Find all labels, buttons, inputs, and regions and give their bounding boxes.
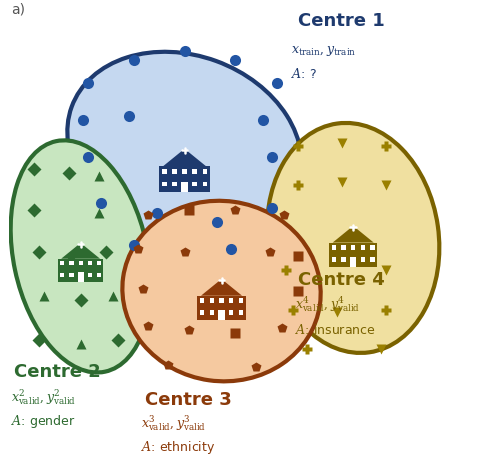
Text: $x^4_{\mathrm{valid}}, y^4_{\mathrm{valid}}$: $x^4_{\mathrm{valid}}, y^4_{\mathrm{vali… [295,295,360,314]
Ellipse shape [267,123,439,353]
FancyBboxPatch shape [203,169,207,174]
FancyBboxPatch shape [370,245,375,249]
FancyBboxPatch shape [172,182,177,186]
FancyBboxPatch shape [192,182,197,186]
Text: $A$: ?: $A$: ? [291,67,317,81]
Text: Centre 4: Centre 4 [298,271,384,289]
FancyBboxPatch shape [350,257,356,267]
FancyBboxPatch shape [229,298,233,303]
Text: $A$: insurance: $A$: insurance [295,323,375,337]
Polygon shape [333,226,374,243]
Ellipse shape [122,201,321,381]
FancyBboxPatch shape [370,257,375,261]
Text: a): a) [12,2,25,16]
FancyBboxPatch shape [351,257,355,261]
FancyBboxPatch shape [162,182,167,186]
FancyBboxPatch shape [360,257,365,261]
FancyBboxPatch shape [341,257,346,261]
FancyBboxPatch shape [60,273,64,277]
FancyBboxPatch shape [159,166,210,192]
FancyBboxPatch shape [218,310,225,320]
FancyBboxPatch shape [79,261,83,265]
FancyBboxPatch shape [192,169,197,174]
FancyBboxPatch shape [332,245,336,249]
FancyBboxPatch shape [329,243,377,267]
Text: Centre 3: Centre 3 [145,391,232,409]
FancyBboxPatch shape [97,261,101,265]
FancyBboxPatch shape [182,182,187,186]
Text: $x^3_{\mathrm{valid}}, y^3_{\mathrm{valid}}$: $x^3_{\mathrm{valid}}, y^3_{\mathrm{vali… [141,414,206,433]
Polygon shape [201,279,242,296]
FancyBboxPatch shape [360,245,365,249]
Text: Centre 2: Centre 2 [13,363,100,381]
FancyBboxPatch shape [181,182,188,192]
FancyBboxPatch shape [341,245,346,249]
FancyBboxPatch shape [182,169,187,174]
FancyBboxPatch shape [332,257,336,261]
FancyBboxPatch shape [203,182,207,186]
FancyBboxPatch shape [210,298,214,303]
FancyBboxPatch shape [70,273,73,277]
Text: Centre 1: Centre 1 [298,12,384,30]
FancyBboxPatch shape [70,261,73,265]
FancyBboxPatch shape [219,298,224,303]
FancyBboxPatch shape [219,310,224,315]
FancyBboxPatch shape [78,273,84,281]
FancyBboxPatch shape [210,310,214,315]
FancyBboxPatch shape [229,310,233,315]
Polygon shape [163,149,206,166]
Text: $x^2_{\mathrm{valid}}, y^2_{\mathrm{valid}}$: $x^2_{\mathrm{valid}}, y^2_{\mathrm{vali… [12,387,76,407]
Text: $x_{\mathrm{train}}, y_{\mathrm{train}}$: $x_{\mathrm{train}}, y_{\mathrm{train}}$ [291,44,356,58]
FancyBboxPatch shape [239,298,243,303]
FancyBboxPatch shape [79,273,83,277]
FancyBboxPatch shape [97,273,101,277]
FancyBboxPatch shape [197,296,246,320]
FancyBboxPatch shape [200,310,204,315]
FancyBboxPatch shape [88,273,92,277]
FancyBboxPatch shape [88,261,92,265]
FancyBboxPatch shape [60,261,64,265]
FancyBboxPatch shape [172,169,177,174]
FancyBboxPatch shape [162,169,167,174]
FancyBboxPatch shape [239,310,243,315]
FancyBboxPatch shape [200,298,204,303]
FancyBboxPatch shape [351,245,355,249]
FancyBboxPatch shape [58,259,104,281]
Text: $A$: gender: $A$: gender [12,413,76,430]
Polygon shape [61,243,100,259]
Ellipse shape [67,52,302,244]
Text: $A$: ethnicity: $A$: ethnicity [141,439,215,456]
Ellipse shape [11,140,151,372]
